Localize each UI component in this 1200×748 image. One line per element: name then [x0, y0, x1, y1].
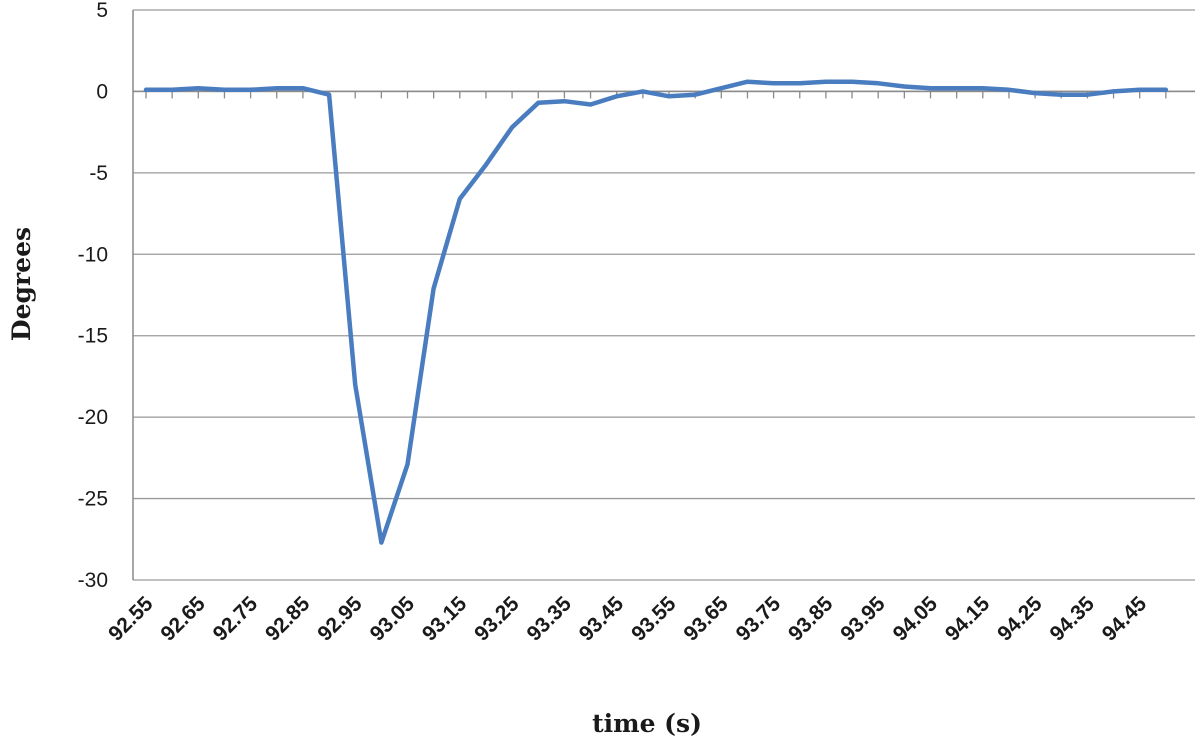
- x-tick-label: 92.55: [104, 592, 158, 646]
- x-tick-label: 93.25: [470, 592, 524, 646]
- x-tick-label: 94.35: [1046, 592, 1100, 646]
- y-tick-label: -20: [78, 406, 108, 429]
- y-tick-label: 5: [96, 0, 108, 22]
- y-axis-title: Degrees: [7, 227, 36, 341]
- x-tick-label: 92.75: [209, 592, 263, 646]
- x-tick-label: 92.85: [261, 592, 315, 646]
- x-tick-label: 93.95: [836, 592, 890, 646]
- x-tick-label: 94.25: [993, 592, 1047, 646]
- x-tick-label: 92.95: [313, 592, 367, 646]
- x-tick-label: 93.45: [575, 592, 629, 646]
- y-tick-label: -10: [78, 243, 108, 266]
- y-tick-label: -25: [78, 488, 108, 511]
- x-tick-label: 94.05: [889, 592, 943, 646]
- y-tick-label: -15: [78, 325, 108, 348]
- x-tick-label: 93.85: [784, 592, 838, 646]
- x-tick-label: 93.15: [418, 592, 472, 646]
- y-tick-label: 0: [96, 80, 108, 103]
- series-line: [143, 79, 1169, 545]
- y-tick-label: -30: [78, 569, 108, 592]
- x-axis-title: time (s): [592, 709, 702, 738]
- x-tick-label: 93.05: [366, 592, 420, 646]
- x-tick-label: 93.35: [523, 592, 577, 646]
- x-tick-label: 93.65: [679, 592, 733, 646]
- x-tick-label: 92.65: [156, 592, 210, 646]
- x-tick-label: 94.45: [1098, 592, 1152, 646]
- x-tick-label: 93.55: [627, 592, 681, 646]
- x-tick-label: 94.15: [941, 592, 995, 646]
- y-tick-label: -5: [89, 162, 108, 185]
- x-tick-label: 93.75: [732, 592, 786, 646]
